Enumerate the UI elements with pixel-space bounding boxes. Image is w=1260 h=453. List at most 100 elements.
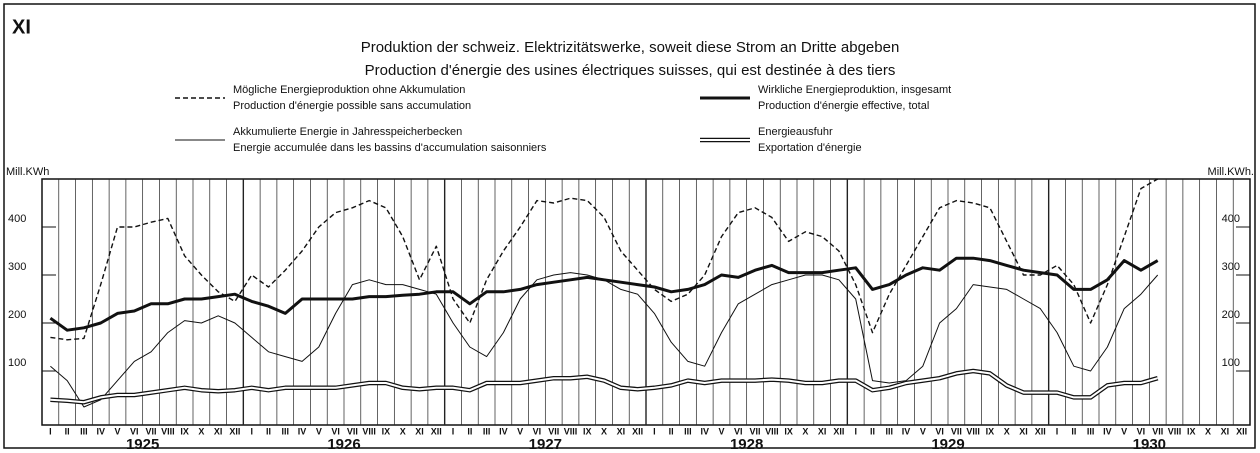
x-tick-label: II bbox=[266, 426, 271, 436]
x-tick-label: I bbox=[49, 426, 52, 436]
x-tick-label: III bbox=[282, 426, 290, 436]
year-label: 1928 bbox=[730, 436, 763, 453]
x-tick-label: XII bbox=[833, 426, 844, 436]
legend-label: Energieausfuhr bbox=[758, 126, 833, 138]
x-tick-label: IV bbox=[298, 426, 307, 436]
x-tick-label: XII bbox=[1035, 426, 1046, 436]
x-tick-label: X bbox=[1205, 426, 1211, 436]
y-unit-right: Mill.KWh. bbox=[1208, 166, 1254, 178]
x-tick-label: IV bbox=[902, 426, 911, 436]
x-tick-label: IX bbox=[986, 426, 995, 436]
x-tick-label: V bbox=[517, 426, 523, 436]
x-tick-label: XII bbox=[1236, 426, 1247, 436]
x-tick-label: VIII bbox=[966, 426, 980, 436]
x-tick-label: XI bbox=[214, 426, 223, 436]
x-tick-label: X bbox=[601, 426, 607, 436]
x-tick-label: IV bbox=[700, 426, 709, 436]
x-tick-label: II bbox=[467, 426, 472, 436]
y-tick-label-right: 100 bbox=[1222, 357, 1240, 369]
corner-label: XI bbox=[12, 16, 31, 38]
x-tick-label: X bbox=[198, 426, 204, 436]
year-label: 1926 bbox=[327, 436, 360, 453]
legend-label: Akkumulierte Energie in Jahresspeicherbe… bbox=[233, 126, 462, 138]
x-tick-label: VIII bbox=[564, 426, 578, 436]
x-tick-label: VII bbox=[548, 426, 559, 436]
chart-subtitle: Production d'énergie des usines électriq… bbox=[365, 62, 896, 79]
series-line bbox=[49, 256, 1159, 332]
series-line-inner bbox=[50, 370, 1158, 404]
x-tick-label: II bbox=[65, 426, 70, 436]
x-tick-label: I bbox=[854, 426, 857, 436]
x-tick-label: VI bbox=[935, 426, 944, 436]
x-tick-label: XII bbox=[229, 426, 240, 436]
x-tick-label: VI bbox=[1137, 426, 1146, 436]
year-label: 1929 bbox=[931, 436, 964, 453]
x-tick-label: IV bbox=[499, 426, 508, 436]
x-tick-label: VIII bbox=[362, 426, 376, 436]
x-tick-label: IX bbox=[180, 426, 189, 436]
y-tick-label-right: 200 bbox=[1222, 309, 1240, 321]
year-label: 1925 bbox=[126, 436, 159, 453]
x-tick-label: III bbox=[1087, 426, 1095, 436]
year-label: 1927 bbox=[529, 436, 562, 453]
x-tick-label: III bbox=[684, 426, 692, 436]
x-tick-label: II bbox=[669, 426, 674, 436]
x-tick-label: XI bbox=[415, 426, 424, 436]
x-tick-label: VI bbox=[533, 426, 542, 436]
legend-label-fr: Energie accumulée dans les bassins d'acc… bbox=[233, 142, 547, 154]
legend-label: Wirkliche Energieproduktion, insgesamt bbox=[758, 84, 951, 96]
x-tick-label: V bbox=[718, 426, 724, 436]
x-tick-label: I bbox=[250, 426, 253, 436]
x-tick-label: V bbox=[114, 426, 120, 436]
x-tick-label: VIII bbox=[1168, 426, 1182, 436]
legend-label-fr: Exportation d'énergie bbox=[758, 142, 862, 154]
x-tick-label: XII bbox=[431, 426, 442, 436]
x-tick-label: VII bbox=[750, 426, 761, 436]
x-tick-label: XI bbox=[818, 426, 827, 436]
x-tick-label: III bbox=[886, 426, 894, 436]
series-line bbox=[50, 272, 1159, 408]
x-tick-label: I bbox=[653, 426, 656, 436]
x-tick-label: II bbox=[870, 426, 875, 436]
x-tick-label: IX bbox=[784, 426, 793, 436]
y-tick-label-left: 400 bbox=[8, 213, 26, 225]
series-line bbox=[50, 178, 1159, 341]
x-tick-label: VII bbox=[1152, 426, 1163, 436]
x-tick-label: VII bbox=[951, 426, 962, 436]
chart-title: Produktion der schweiz. Elektrizitätswer… bbox=[361, 39, 900, 56]
x-tick-label: VIII bbox=[765, 426, 779, 436]
x-tick-label: XI bbox=[1221, 426, 1230, 436]
legend-label: Mögliche Energieproduktion ohne Akkumula… bbox=[233, 84, 465, 96]
x-tick-label: VI bbox=[734, 426, 743, 436]
x-tick-label: V bbox=[316, 426, 322, 436]
x-tick-label: VIII bbox=[161, 426, 175, 436]
year-label: 1930 bbox=[1133, 436, 1166, 453]
x-tick-label: XII bbox=[632, 426, 643, 436]
x-tick-label: XI bbox=[617, 426, 626, 436]
outer-frame bbox=[3, 3, 1256, 449]
x-tick-label: VII bbox=[146, 426, 157, 436]
legend-label-fr: Production d'énergie possible sans accum… bbox=[233, 100, 471, 112]
y-tick-label-right: 400 bbox=[1222, 213, 1240, 225]
y-tick-label-left: 100 bbox=[8, 357, 26, 369]
x-tick-label: VII bbox=[347, 426, 358, 436]
y-tick-label-right: 300 bbox=[1222, 261, 1240, 273]
x-tick-label: XI bbox=[1019, 426, 1028, 436]
legend-label-fr: Production d'énergie effective, total bbox=[758, 100, 929, 112]
x-tick-label: I bbox=[452, 426, 455, 436]
x-tick-label: V bbox=[1121, 426, 1127, 436]
x-tick-label: II bbox=[1071, 426, 1076, 436]
x-tick-label: X bbox=[1004, 426, 1010, 436]
x-tick-label: V bbox=[920, 426, 926, 436]
x-tick-label: VI bbox=[331, 426, 340, 436]
x-tick-label: IV bbox=[96, 426, 105, 436]
x-tick-label: III bbox=[80, 426, 88, 436]
x-tick-label: IX bbox=[382, 426, 391, 436]
x-tick-label: III bbox=[483, 426, 491, 436]
x-tick-label: VI bbox=[130, 426, 139, 436]
y-tick-label-left: 300 bbox=[8, 261, 26, 273]
x-tick-label: IX bbox=[583, 426, 592, 436]
x-tick-label: I bbox=[1056, 426, 1059, 436]
x-tick-label: X bbox=[802, 426, 808, 436]
